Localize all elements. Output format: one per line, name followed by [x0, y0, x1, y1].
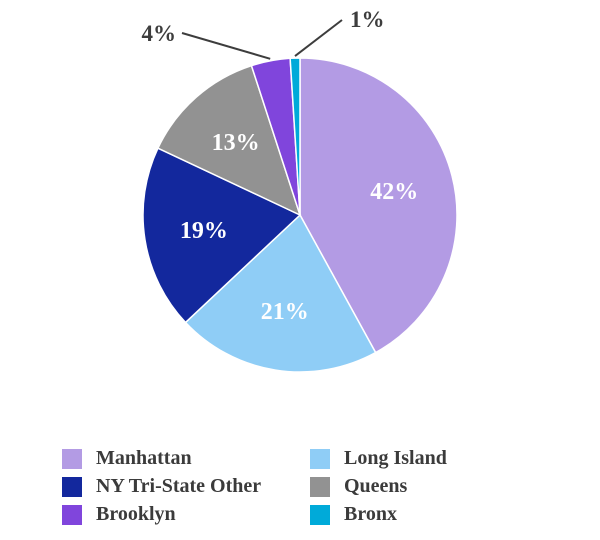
leader-line — [181, 32, 271, 60]
slice-percent-label: 1% — [350, 7, 385, 32]
legend-swatch-queens — [310, 476, 330, 497]
slice-percent-label: 13% — [212, 130, 260, 156]
legend-label-long-island: Long Island — [344, 447, 447, 469]
pie-slice-long-island — [184, 213, 377, 373]
legend-swatch-brooklyn — [62, 504, 82, 525]
legend-swatch-long-island — [310, 448, 330, 469]
slice-percent-label: 19% — [180, 218, 228, 244]
slice-percent-label: 21% — [261, 299, 309, 325]
legend-label-ny-tri-state-other: NY Tri-State Other — [96, 475, 262, 497]
legend-item-brooklyn: Brooklyn — [62, 504, 310, 525]
legend-label-manhattan: Manhattan — [96, 447, 192, 469]
pie-slice-ny-tri-state-other — [142, 147, 302, 324]
slice-percent-label: 42% — [370, 179, 418, 205]
legend-column-2: Long Island Queens Bronx — [310, 448, 562, 525]
legend-item-ny-tri-state-other: NY Tri-State Other — [62, 476, 310, 497]
pie-slice-manhattan — [299, 57, 458, 354]
pie-slice-queens — [156, 64, 302, 217]
legend-column-1: Manhattan NY Tri-State Other Brooklyn — [62, 448, 310, 525]
legend-label-queens: Queens — [344, 475, 408, 497]
legend-item-long-island: Long Island — [310, 448, 562, 469]
legend-label-brooklyn: Brooklyn — [96, 503, 176, 525]
legend-swatch-ny-tri-state-other — [62, 476, 82, 497]
legend-label-bronx: Bronx — [344, 503, 397, 525]
legend-swatch-bronx — [310, 504, 330, 525]
legend-swatch-manhattan — [62, 448, 82, 469]
pie-slice-bronx — [289, 57, 301, 216]
legend-item-manhattan: Manhattan — [62, 448, 310, 469]
leader-line — [294, 19, 343, 57]
legend-item-bronx: Bronx — [310, 504, 562, 525]
pie-chart-canvas: 42% 21% 19% 13% 4% 1% — [142, 7, 458, 373]
slice-percent-label: 4% — [142, 21, 177, 46]
legend: Manhattan NY Tri-State Other Brooklyn Lo… — [62, 448, 562, 525]
legend-item-queens: Queens — [310, 476, 562, 497]
